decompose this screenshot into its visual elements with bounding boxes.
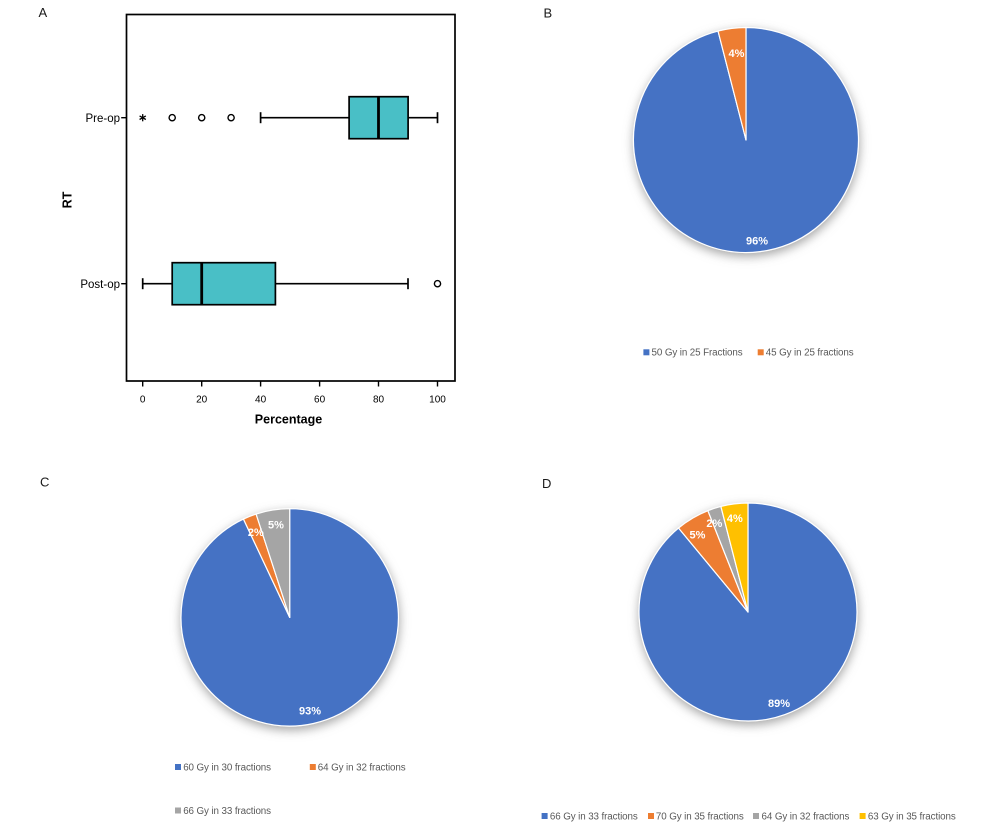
svg-text:70 Gy in 35 fractions: 70 Gy in 35 fractions — [656, 811, 744, 822]
svg-text:50 Gy in 25 Fractions: 50 Gy in 25 Fractions — [652, 348, 743, 359]
svg-text:66 Gy in 33 fractions: 66 Gy in 33 fractions — [183, 806, 271, 817]
svg-text:64 Gy in 32 fractions: 64 Gy in 32 fractions — [762, 811, 850, 822]
svg-text:5%: 5% — [690, 529, 706, 541]
svg-text:20: 20 — [196, 395, 208, 406]
svg-text:RT: RT — [61, 191, 75, 208]
svg-text:C: C — [40, 475, 49, 490]
svg-text:4%: 4% — [727, 513, 743, 525]
svg-text:Post-op: Post-op — [80, 279, 120, 291]
svg-text:4%: 4% — [729, 48, 745, 60]
svg-text:89%: 89% — [768, 698, 790, 710]
svg-text:60 Gy in 30 fractions: 60 Gy in 30 fractions — [183, 762, 271, 773]
svg-text:64 Gy in 32 fractions: 64 Gy in 32 fractions — [318, 762, 406, 773]
svg-text:A: A — [39, 5, 48, 20]
svg-text:40: 40 — [255, 395, 267, 406]
svg-text:100: 100 — [429, 395, 446, 406]
svg-text:B: B — [544, 6, 553, 21]
svg-text:63 Gy in 35 fractions: 63 Gy in 35 fractions — [868, 811, 956, 822]
svg-text:2%: 2% — [706, 518, 722, 530]
svg-text:80: 80 — [373, 395, 385, 406]
svg-text:60: 60 — [314, 395, 326, 406]
svg-text:Pre-op: Pre-op — [85, 113, 120, 125]
svg-text:45 Gy in 25 fractions: 45 Gy in 25 fractions — [766, 348, 854, 359]
svg-text:D: D — [542, 476, 551, 491]
svg-text:96%: 96% — [746, 235, 768, 247]
svg-text:Percentage: Percentage — [255, 413, 322, 427]
svg-text:66 Gy in 33 fractions: 66 Gy in 33 fractions — [550, 811, 638, 822]
svg-text:5%: 5% — [268, 519, 284, 531]
svg-text:93%: 93% — [299, 706, 321, 718]
svg-text:2%: 2% — [248, 527, 264, 539]
svg-text:0: 0 — [140, 395, 146, 406]
